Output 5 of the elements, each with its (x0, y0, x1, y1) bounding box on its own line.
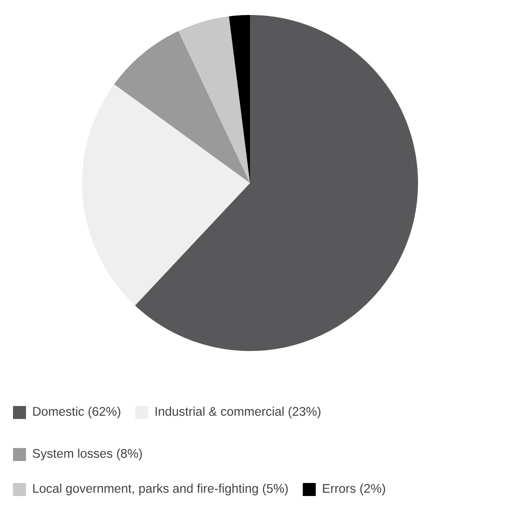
legend-label: Domestic (62%) (33, 406, 120, 418)
legend-label: Industrial & commercial (23%) (156, 406, 320, 418)
legend-label: Local government, parks and fire-fighting (5%) (33, 484, 288, 496)
legend-label: System losses (8%) (32, 448, 142, 460)
legend-label: Errors (2%) (323, 484, 386, 496)
